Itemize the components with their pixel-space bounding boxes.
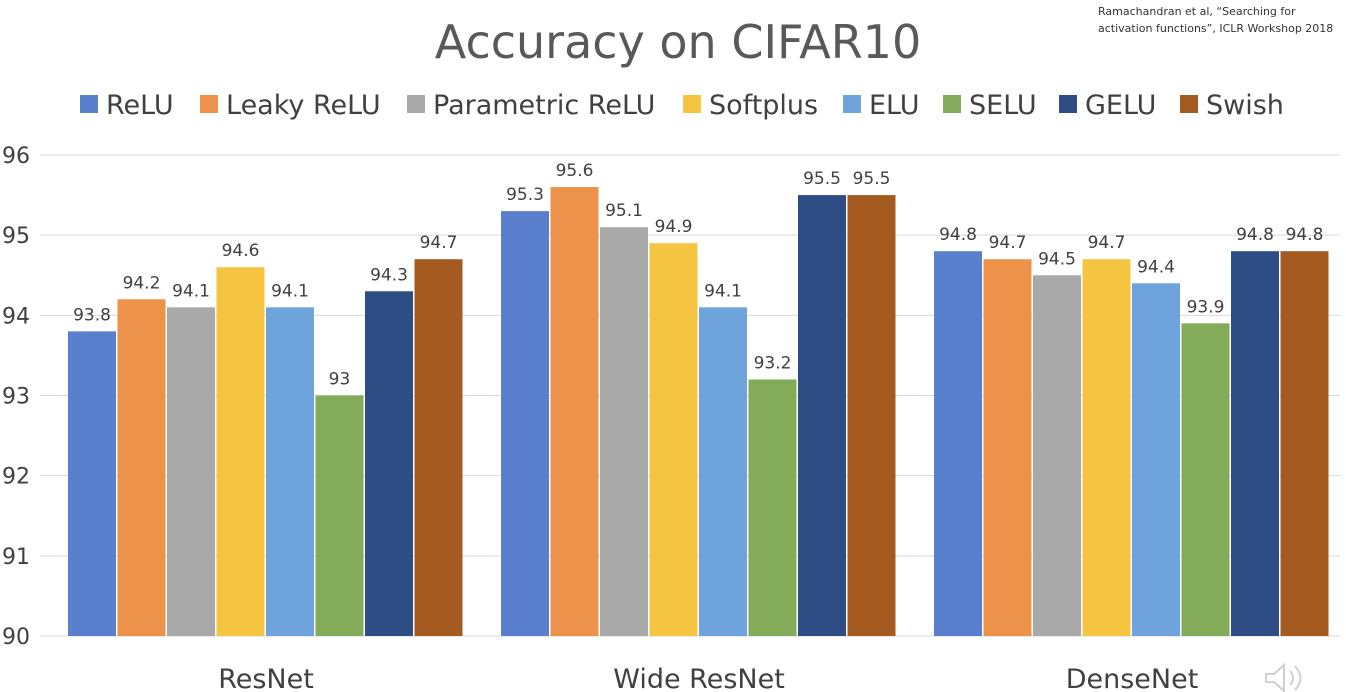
bar-selu-resnet bbox=[315, 395, 364, 636]
data-label-elu-densenet: 94.4 bbox=[1137, 257, 1175, 277]
bar-relu-wide-resnet bbox=[501, 211, 549, 636]
bar-relu-resnet bbox=[68, 331, 116, 636]
category-label-densenet: DenseNet bbox=[1066, 664, 1199, 692]
legend-item-selu: SELU bbox=[943, 90, 1037, 121]
bar-elu-wide-resnet bbox=[699, 307, 747, 636]
bar-parametric-relu-densenet bbox=[1033, 275, 1081, 636]
y-tick-label: 96 bbox=[2, 144, 30, 169]
bar-elu-resnet bbox=[266, 307, 314, 636]
speaker-icon[interactable] bbox=[1265, 662, 1302, 692]
bar-softplus-densenet bbox=[1082, 259, 1131, 636]
bar-swish-resnet bbox=[414, 259, 463, 636]
bar-parametric-relu-wide-resnet bbox=[600, 227, 648, 636]
data-label-selu-wide-resnet: 93.2 bbox=[754, 353, 792, 373]
category-label-wide-resnet: Wide ResNet bbox=[613, 664, 785, 692]
citation-line-2: activation functions”, ICLR Workshop 201… bbox=[1098, 22, 1333, 35]
legend-swatch bbox=[843, 95, 861, 113]
bar-swish-wide-resnet bbox=[847, 195, 896, 637]
data-label-softplus-resnet: 94.6 bbox=[222, 241, 260, 261]
data-label-swish-densenet: 94.8 bbox=[1286, 225, 1324, 245]
bar-gelu-wide-resnet bbox=[798, 195, 846, 637]
bar-softplus-wide-resnet bbox=[649, 243, 698, 636]
bar-gelu-resnet bbox=[365, 291, 413, 636]
bar-selu-wide-resnet bbox=[748, 379, 797, 636]
legend-label: SELU bbox=[969, 90, 1037, 121]
legend-label: Softplus bbox=[709, 90, 818, 121]
data-label-swish-wide-resnet: 95.5 bbox=[853, 169, 891, 189]
y-tick-label: 90 bbox=[2, 625, 30, 650]
category-label-resnet: ResNet bbox=[218, 664, 314, 692]
data-label-gelu-resnet: 94.3 bbox=[370, 265, 408, 285]
legend-swatch bbox=[200, 95, 218, 113]
bar-parametric-relu-resnet bbox=[167, 307, 215, 636]
chart-title: Accuracy on CIFAR10 bbox=[435, 15, 921, 69]
data-label-gelu-densenet: 94.8 bbox=[1236, 225, 1274, 245]
data-label-relu-densenet: 94.8 bbox=[939, 225, 977, 245]
legend-item-gelu: GELU bbox=[1059, 90, 1156, 121]
legend-label: Swish bbox=[1206, 90, 1284, 121]
data-label-swish-resnet: 94.7 bbox=[420, 233, 458, 253]
data-label-relu-resnet: 93.8 bbox=[73, 305, 111, 325]
legend-label: ELU bbox=[869, 90, 920, 121]
legend-swatch bbox=[80, 95, 98, 113]
legend-item-parametric-relu: Parametric ReLU bbox=[407, 90, 655, 121]
data-label-leaky-relu-wide-resnet: 95.6 bbox=[556, 161, 594, 181]
legend-swatch bbox=[683, 95, 701, 113]
citation-line-1: Ramachandran et al, “Searching for bbox=[1098, 5, 1296, 18]
bar-relu-densenet bbox=[934, 251, 982, 636]
legend-swatch bbox=[1059, 95, 1077, 113]
data-label-elu-wide-resnet: 94.1 bbox=[704, 281, 742, 301]
legend-label: Leaky ReLU bbox=[226, 90, 381, 121]
legend-item-relu: ReLU bbox=[80, 90, 174, 121]
bar-softplus-resnet bbox=[216, 267, 265, 636]
y-axis-ticks: 90 91 92 93 94 95 96 bbox=[2, 144, 30, 650]
data-label-softplus-densenet: 94.7 bbox=[1088, 233, 1126, 253]
data-label-leaky-relu-resnet: 94.2 bbox=[123, 273, 161, 293]
data-label-softplus-wide-resnet: 94.9 bbox=[655, 217, 693, 237]
bar-swish-densenet bbox=[1280, 251, 1329, 636]
bar-gelu-densenet bbox=[1231, 251, 1279, 636]
legend-swatch bbox=[943, 95, 961, 113]
legend-item-elu: ELU bbox=[843, 90, 920, 121]
bar-leaky-relu-wide-resnet bbox=[550, 187, 599, 637]
bar-selu-densenet bbox=[1181, 323, 1230, 636]
data-label-selu-resnet: 93 bbox=[329, 370, 351, 390]
legend-label: Parametric ReLU bbox=[433, 90, 655, 121]
data-label-elu-resnet: 94.1 bbox=[271, 281, 309, 301]
data-label-relu-wide-resnet: 95.3 bbox=[506, 185, 544, 205]
legend-swatch bbox=[407, 95, 425, 113]
data-label-leaky-relu-densenet: 94.7 bbox=[989, 233, 1027, 253]
bar-elu-densenet bbox=[1132, 283, 1180, 636]
bar-leaky-relu-densenet bbox=[983, 259, 1032, 636]
y-tick-label: 92 bbox=[2, 465, 30, 490]
data-label-parametric-relu-resnet: 94.1 bbox=[172, 281, 210, 301]
legend-label: ReLU bbox=[106, 90, 174, 121]
category-labels: ResNet Wide ResNet DenseNet bbox=[218, 664, 1198, 692]
legend-label: GELU bbox=[1085, 90, 1156, 121]
data-label-parametric-relu-densenet: 94.5 bbox=[1038, 249, 1076, 269]
y-tick-label: 94 bbox=[2, 304, 30, 329]
bar-leaky-relu-resnet bbox=[117, 299, 166, 636]
legend-swatch bbox=[1180, 95, 1198, 113]
data-label-parametric-relu-wide-resnet: 95.1 bbox=[605, 201, 643, 221]
data-label-selu-densenet: 93.9 bbox=[1187, 297, 1225, 317]
legend-item-swish: Swish bbox=[1180, 90, 1284, 121]
legend-item-softplus: Softplus bbox=[683, 90, 818, 121]
legend: ReLU Leaky ReLU Parametric ReLU Softplus ELU… bbox=[80, 90, 1284, 121]
y-tick-label: 93 bbox=[2, 385, 30, 410]
data-labels: 93.8 94.2 94.1 94.6 94.1 93 94.3 94.7 95.3 95.6 95… bbox=[73, 161, 1323, 389]
data-label-gelu-wide-resnet: 95.5 bbox=[803, 169, 841, 189]
y-tick-label: 91 bbox=[2, 545, 30, 570]
bars bbox=[68, 187, 1329, 637]
y-tick-label: 95 bbox=[2, 224, 30, 249]
legend-item-leaky-relu: Leaky ReLU bbox=[200, 90, 381, 121]
